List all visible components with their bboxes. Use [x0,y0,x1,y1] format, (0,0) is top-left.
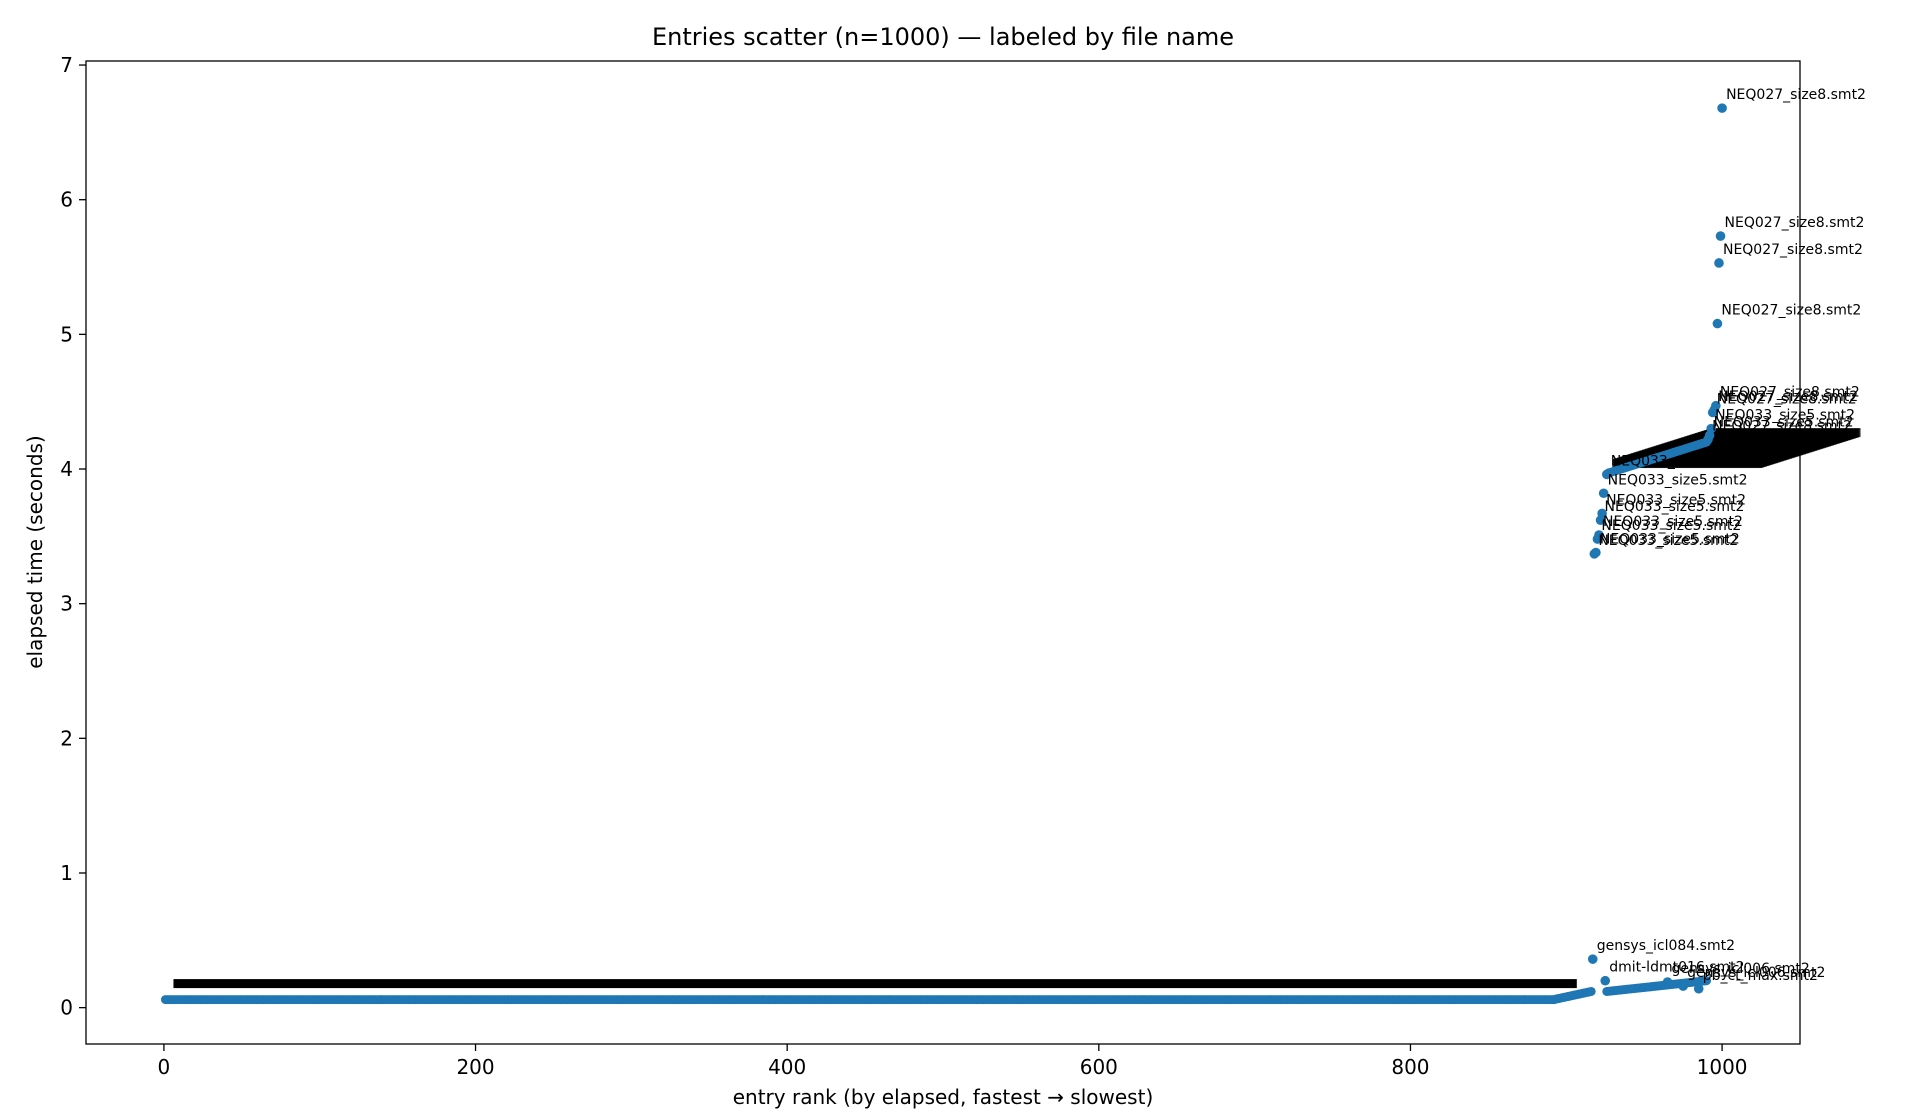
y-tick-label-6: 6 [60,188,73,212]
point-label-8: NEQ033_size5.smt2 [1714,414,1854,430]
point-label-12: NEQ033_size5.smt2 [1606,492,1746,508]
y-tick-label-1: 1 [60,861,73,885]
y-tick-label-7: 7 [60,53,73,77]
data-point-3 [1712,318,1723,329]
point-label-4: NEQ027_size8.smt2 [1720,385,1860,401]
data-point-17 [1589,549,1600,559]
point-label-16: NEQ033_size5.smt2 [1600,532,1740,548]
labeled-points: NEQ027_size8.smt2NEQ027_size8.smt2NEQ027… [1587,87,1866,994]
data-point-22 [1693,983,1704,994]
y-tick-label-5: 5 [60,322,73,346]
point-label-20: gensys_icl006.smt2 [1672,961,1810,977]
plot-frame [85,60,1801,1045]
data-point-19 [1600,975,1611,986]
data-point-18 [1587,954,1598,964]
point-label-1: NEQ027_size8.smt2 [1725,215,1865,231]
chart-title: Entries scatter (n=1000) — labeled by fi… [652,23,1234,51]
point-label-21: gensys_icl006.smt2 [1687,965,1825,981]
x-tick-label-0: 0 [158,1055,171,1079]
point-label-6: NEQ027_size8.smt2 [1717,391,1857,407]
data-point [1702,976,1712,986]
point-label-5: NEQ027_size8.smt2 [1718,389,1858,405]
data-point [1586,986,1596,996]
y-tick-label-0: 0 [60,996,73,1020]
point-label-7: NEQ033_size5.smt2 [1715,408,1855,424]
data-point-11 [1598,488,1609,499]
point-label-10: NEQ033_size5.smt2 [1611,453,1751,469]
point-label-2: NEQ027_size8.smt2 [1723,242,1863,258]
data-point-2 [1714,258,1724,268]
x-axis-label: entry rank (by elapsed, fastest → slowes… [733,1085,1154,1109]
data-point-0 [1717,103,1727,113]
x-axis: 0 200 400 600 800 1000 [158,1044,1748,1079]
y-tick-label-4: 4 [60,457,73,481]
data-point-10 [1601,469,1612,480]
x-tick-label-600: 600 [1080,1055,1118,1079]
point-label-11: NEQ033_size5.smt2 [1608,472,1748,488]
point-label-3: NEQ027_size8.smt2 [1721,303,1861,319]
dense-points [160,428,1861,1005]
data-point-15 [1592,534,1603,544]
point-label-14: NEQ033_size5.smt2 [1603,514,1743,530]
point-label-19: dmit-ldmt016.smt2 [1609,960,1744,976]
data-point-21 [1678,981,1688,991]
point-label-17: NEQ033_size5.smt2 [1598,533,1738,549]
y-axis: 0 1 2 3 4 5 6 7 [60,53,86,1020]
x-tick-label-1000: 1000 [1697,1055,1748,1079]
data-point-20 [1662,977,1673,987]
point-label-13: NEQ033_size5.smt2 [1605,499,1745,515]
data-point-9 [1703,434,1713,445]
y-axis-label: elapsed time (seconds) [23,435,47,669]
point-label-9: NEQ027_size8.smt2 [1712,418,1852,434]
point-label-22: pb_ct_max.smt2 [1703,968,1818,984]
data-point-1 [1715,231,1726,241]
data-point-13 [1595,515,1606,525]
point-label-15: NEQ033_size5.smt2 [1601,518,1741,534]
y-tick-label-3: 3 [60,592,73,616]
dense-label-band [173,979,1577,989]
x-tick-label-800: 800 [1391,1055,1429,1079]
dense-label [1710,428,1861,438]
y-tick-label-2: 2 [60,726,73,750]
x-tick-label-400: 400 [768,1055,806,1079]
point-label-18: gensys_icl084.smt2 [1597,938,1735,954]
data-point-6 [1707,407,1718,418]
x-tick-label-200: 200 [456,1055,494,1079]
point-label-0: NEQ027_size8.smt2 [1726,87,1866,103]
